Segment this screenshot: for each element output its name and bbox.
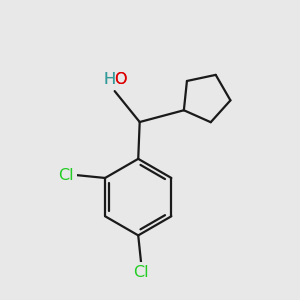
Text: Cl: Cl	[58, 167, 74, 182]
Text: O: O	[114, 72, 126, 87]
Text: Cl: Cl	[134, 265, 149, 280]
Text: HO: HO	[102, 72, 127, 87]
Text: H: H	[103, 72, 116, 87]
Text: O: O	[114, 72, 126, 87]
Text: Cl: Cl	[134, 265, 149, 280]
Text: Cl: Cl	[58, 167, 74, 182]
Text: H: H	[103, 72, 116, 87]
